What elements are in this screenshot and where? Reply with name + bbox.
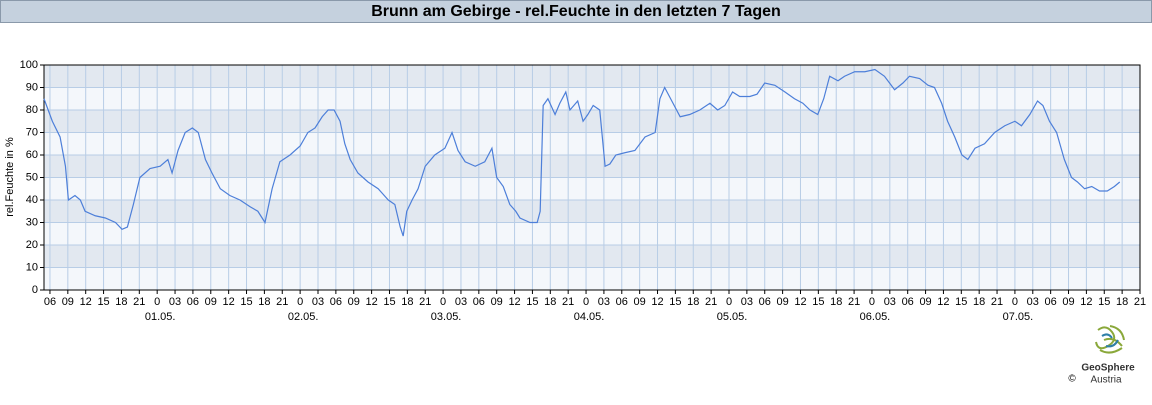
x-tick-label: 06 <box>902 296 914 308</box>
y-tick-label: 40 <box>26 194 38 206</box>
x-tick-label: 15 <box>383 296 395 308</box>
x-tick-label: 21 <box>1134 296 1146 308</box>
x-tick-label: 15 <box>955 296 967 308</box>
logo-name: GeoSphere <box>1081 363 1135 374</box>
x-tick-label: 0 <box>869 296 875 308</box>
x-tick-label: 0 <box>297 296 303 308</box>
date-label: 06.05. <box>860 311 891 323</box>
x-tick-label: 03 <box>598 296 610 308</box>
x-tick-label: 06 <box>330 296 342 308</box>
logo-sub: Austria <box>1090 375 1122 386</box>
date-label: 01.05. <box>145 311 176 323</box>
x-tick-label: 18 <box>1116 296 1128 308</box>
grid-band <box>44 245 1140 268</box>
x-tick-label: 12 <box>794 296 806 308</box>
date-label: 05.05. <box>717 311 748 323</box>
data-line <box>43 68 1121 237</box>
y-axis-label: rel.Feuchte in % <box>4 137 16 217</box>
x-tick-label: 12 <box>1080 296 1092 308</box>
x-tick-label: 09 <box>634 296 646 308</box>
x-tick-label: 03 <box>741 296 753 308</box>
x-tick-label: 06 <box>759 296 771 308</box>
grid-band <box>44 200 1140 223</box>
x-tick-label: 09 <box>62 296 74 308</box>
y-tick-label: 20 <box>26 239 38 251</box>
y-tick-label: 60 <box>26 149 38 161</box>
x-tick-label: 09 <box>205 296 217 308</box>
x-tick-label: 09 <box>919 296 931 308</box>
y-tick-label: 10 <box>26 261 38 273</box>
x-tick-label: 18 <box>544 296 556 308</box>
x-tick-label: 12 <box>80 296 92 308</box>
x-tick-label: 21 <box>991 296 1003 308</box>
y-tick-label: 80 <box>26 104 38 116</box>
logo-mark <box>1095 325 1125 354</box>
x-tick-label: 21 <box>419 296 431 308</box>
x-tick-label: 0 <box>583 296 589 308</box>
x-tick-label: 18 <box>258 296 270 308</box>
x-tick-label: 0 <box>726 296 732 308</box>
x-tick-label: 15 <box>97 296 109 308</box>
x-tick-label: 06 <box>187 296 199 308</box>
x-tick-label: 0 <box>154 296 160 308</box>
x-tick-label: 15 <box>669 296 681 308</box>
x-tick-label: 06 <box>1045 296 1057 308</box>
x-tick-label: 18 <box>115 296 127 308</box>
x-tick-label: 0 <box>440 296 446 308</box>
date-label: 07.05. <box>1003 311 1034 323</box>
y-tick-label: 30 <box>26 216 38 228</box>
x-tick-label: 09 <box>491 296 503 308</box>
logo: GeoSphere Austria © <box>1068 325 1135 386</box>
x-tick-label: 18 <box>830 296 842 308</box>
date-label: 02.05. <box>288 311 319 323</box>
y-tick-label: 90 <box>26 81 38 93</box>
x-tick-label: 15 <box>526 296 538 308</box>
x-tick-label: 12 <box>508 296 520 308</box>
x-tick-label: 12 <box>223 296 235 308</box>
x-tick-label: 21 <box>848 296 860 308</box>
chart-title: Brunn am Gebirge - rel.Feuchte in den le… <box>371 3 781 20</box>
x-tick-label: 06 <box>616 296 628 308</box>
date-label: 03.05. <box>431 311 462 323</box>
y-tick-label: 50 <box>26 171 38 183</box>
x-tick-label: 03 <box>1027 296 1039 308</box>
x-tick-label: 21 <box>133 296 145 308</box>
x-tick-label: 18 <box>401 296 413 308</box>
y-tick-label: 100 <box>20 59 38 71</box>
x-tick-label: 12 <box>937 296 949 308</box>
y-tick-label: 70 <box>26 126 38 138</box>
x-tick-label: 09 <box>348 296 360 308</box>
x-tick-label: 03 <box>455 296 467 308</box>
plot-frame <box>43 64 1141 291</box>
grid-band <box>44 110 1140 133</box>
x-tick-label: 12 <box>651 296 663 308</box>
x-tick-label: 03 <box>884 296 896 308</box>
x-tick-label: 03 <box>169 296 181 308</box>
copyright: © <box>1068 374 1076 385</box>
y-tick-label: 0 <box>32 284 38 296</box>
logo-mark <box>1101 333 1119 348</box>
x-tick-label: 0 <box>1012 296 1018 308</box>
x-tick-label: 21 <box>705 296 717 308</box>
x-tick-label: 03 <box>312 296 324 308</box>
x-tick-label: 15 <box>240 296 252 308</box>
x-tick-label: 06 <box>44 296 56 308</box>
x-tick-label: 12 <box>365 296 377 308</box>
x-tick-label: 18 <box>973 296 985 308</box>
x-tick-label: 09 <box>1062 296 1074 308</box>
grid-band <box>44 65 1140 88</box>
x-tick-label: 21 <box>276 296 288 308</box>
x-tick-label: 21 <box>562 296 574 308</box>
x-tick-label: 06 <box>473 296 485 308</box>
x-tick-label: 18 <box>687 296 699 308</box>
x-tick-label: 09 <box>776 296 788 308</box>
x-tick-label: 15 <box>1098 296 1110 308</box>
x-tick-label: 15 <box>812 296 824 308</box>
date-label: 04.05. <box>574 311 605 323</box>
